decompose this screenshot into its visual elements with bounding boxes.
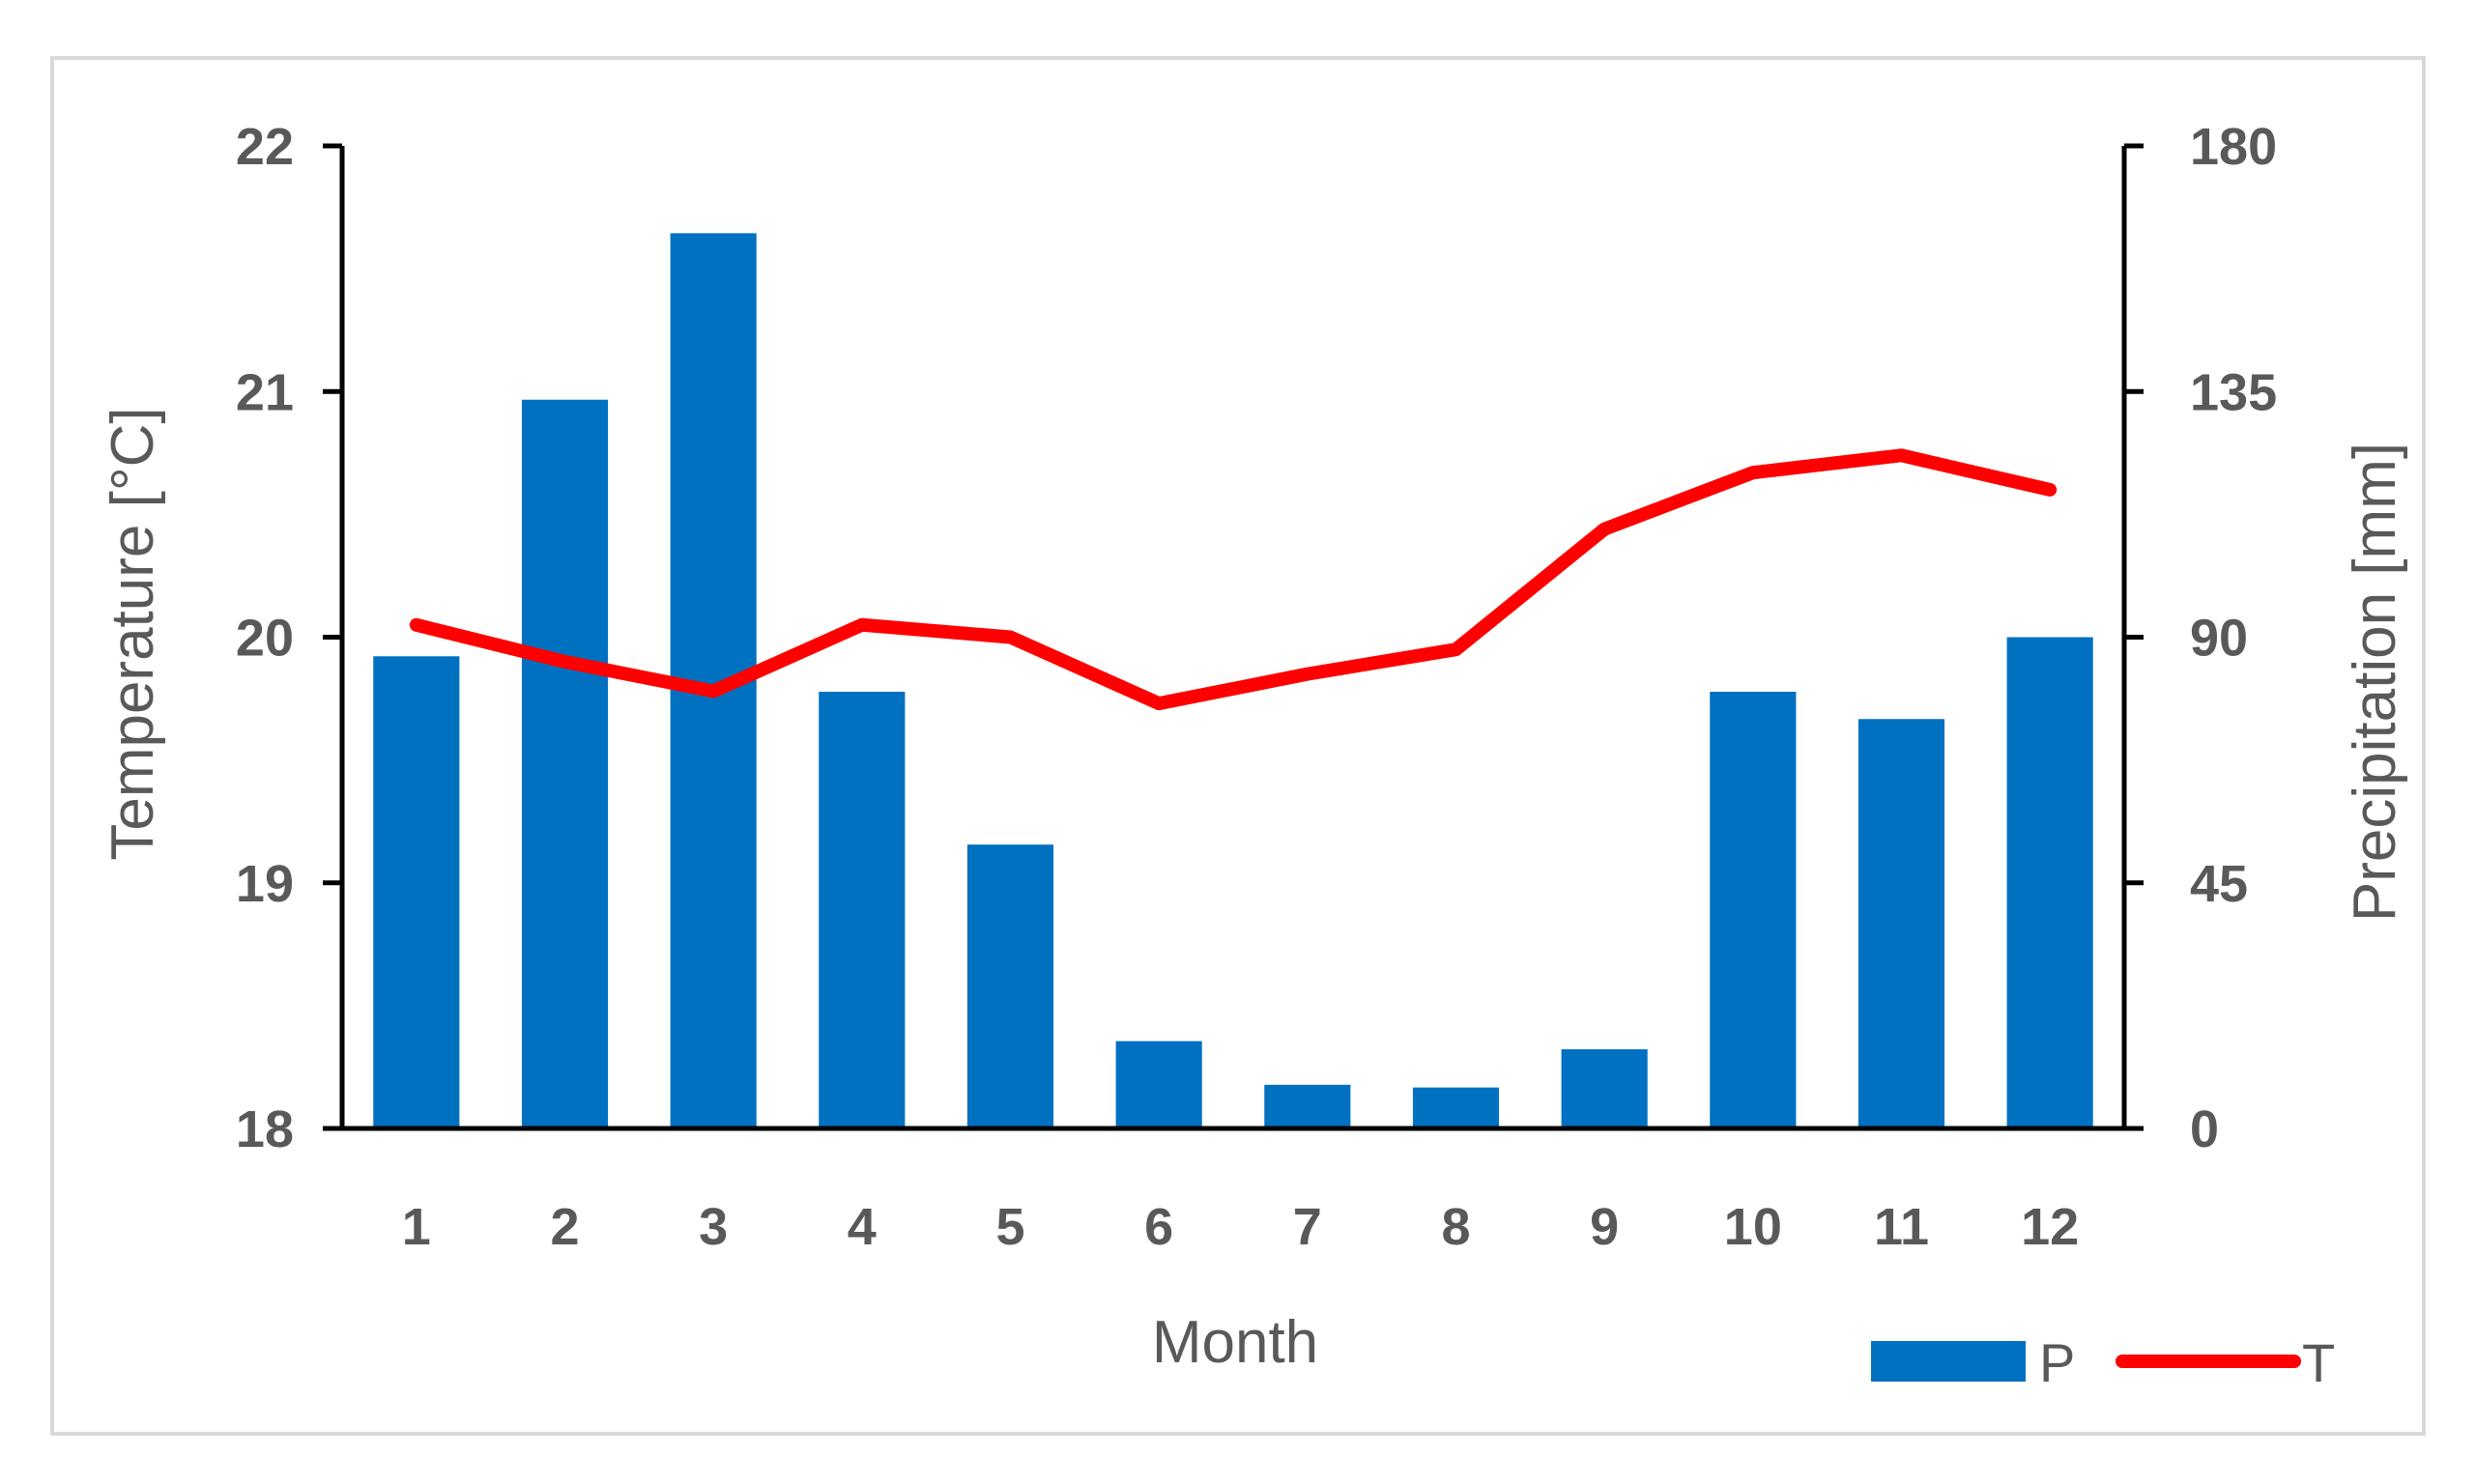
bar-precipitation-month-11 [1857, 719, 1945, 1128]
legend: P T [1871, 1332, 2335, 1393]
y-tick-label-left-18: 18 [236, 1100, 294, 1158]
y-tick-label-right-135: 135 [2190, 363, 2277, 421]
y-tick-label-left-22: 22 [236, 118, 294, 176]
x-tick-label-8: 8 [1441, 1198, 1470, 1256]
x-tick-label-2: 2 [550, 1198, 579, 1256]
bar-precipitation-month-5 [966, 844, 1054, 1128]
x-tick-label-9: 9 [1590, 1198, 1619, 1256]
y-tick-label-left-19: 19 [236, 855, 294, 913]
x-tick-label-12: 12 [2021, 1198, 2079, 1256]
y-tick-label-right-180: 180 [2190, 118, 2277, 176]
bar-precipitation-month-9 [1561, 1049, 1648, 1128]
precipitation-bars [373, 233, 2093, 1129]
y-tick-label-right-0: 0 [2190, 1100, 2219, 1158]
y-tick-label-left-20: 20 [236, 610, 294, 668]
bar-precipitation-month-4 [819, 692, 906, 1128]
x-tick-label-5: 5 [995, 1198, 1024, 1256]
bar-precipitation-month-7 [1264, 1084, 1351, 1128]
bar-precipitation-month-10 [1710, 692, 1797, 1128]
x-tick-label-3: 3 [699, 1198, 728, 1256]
y-axis-title-right: Precipitation [mm] [2342, 442, 2408, 922]
temperature-line-layer [409, 448, 2058, 711]
legend-swatch-precipitation [1871, 1341, 2026, 1382]
x-tick-label-6: 6 [1144, 1198, 1173, 1256]
bar-precipitation-month-1 [373, 656, 460, 1128]
x-tick-label-11: 11 [1874, 1198, 1929, 1256]
bar-precipitation-month-6 [1115, 1041, 1202, 1128]
legend-label-precipitation: P [2039, 1332, 2075, 1393]
x-tick-label-4: 4 [848, 1198, 877, 1256]
y-tick-label-right-90: 90 [2190, 610, 2248, 668]
bar-precipitation-month-12 [2006, 637, 2093, 1128]
axes [323, 143, 2144, 1131]
temperature-line [409, 448, 2058, 711]
bar-precipitation-month-2 [521, 399, 609, 1129]
y-axis-title-left: Temperature [°C] [100, 407, 166, 860]
legend-label-temperature: T [2302, 1332, 2335, 1393]
x-tick-label-7: 7 [1293, 1198, 1322, 1256]
y-tick-label-right-45: 45 [2190, 855, 2248, 913]
bar-precipitation-month-8 [1412, 1087, 1500, 1128]
x-tick-label-1: 1 [402, 1198, 431, 1256]
y-tick-label-left-21: 21 [236, 363, 294, 421]
x-axis-title: Month [1152, 1309, 1318, 1376]
x-tick-label-10: 10 [1724, 1198, 1782, 1256]
